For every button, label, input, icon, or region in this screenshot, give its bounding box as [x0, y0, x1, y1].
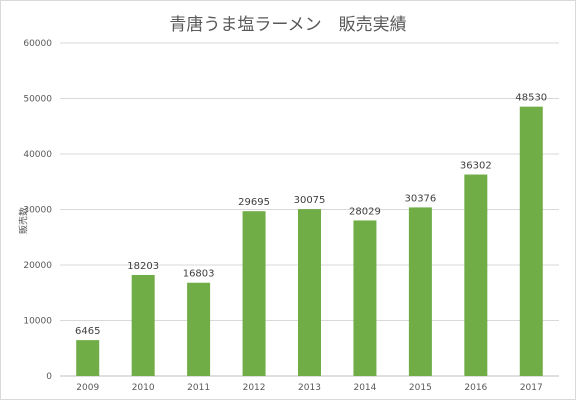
y-tick-label: 20000 [23, 261, 52, 271]
x-tick-label: 2016 [464, 383, 487, 393]
data-label: 16803 [183, 269, 215, 280]
data-label: 48530 [515, 93, 547, 104]
data-label: 28029 [349, 206, 381, 217]
y-tick-label: 0 [46, 372, 52, 382]
x-tick-label: 2009 [76, 383, 99, 393]
y-tick-label: 40000 [23, 150, 52, 160]
x-tick-label: 2011 [187, 383, 210, 393]
data-label: 30376 [404, 193, 436, 204]
x-tick-label: 2013 [298, 383, 321, 393]
bar-2010 [131, 274, 155, 376]
bar-2016 [464, 174, 488, 376]
data-label: 36302 [460, 161, 492, 172]
chart-title: 青唐うま塩ラーメン 販売実績 [169, 15, 407, 35]
x-tick-label: 2017 [520, 383, 543, 393]
y-tick-label: 10000 [23, 317, 52, 327]
bar-2014 [353, 220, 377, 376]
bar-2011 [187, 282, 211, 376]
x-tick-label: 2014 [353, 383, 376, 393]
x-tick-label: 2010 [132, 383, 155, 393]
bar-2009 [76, 340, 100, 376]
data-label: 6465 [75, 326, 100, 337]
x-tick-label: 2012 [243, 383, 266, 393]
y-tick-label: 50000 [23, 95, 52, 105]
bar-2013 [298, 209, 321, 376]
data-label: 29695 [238, 197, 270, 208]
data-label: 18203 [127, 261, 159, 272]
bar-2012 [242, 211, 266, 376]
y-tick-label: 60000 [23, 39, 52, 49]
y-tick-label: 30000 [23, 206, 52, 216]
x-tick-label: 2015 [409, 383, 432, 393]
data-label: 30075 [294, 195, 326, 206]
bar-2015 [408, 207, 432, 376]
bar-2017 [519, 106, 543, 376]
